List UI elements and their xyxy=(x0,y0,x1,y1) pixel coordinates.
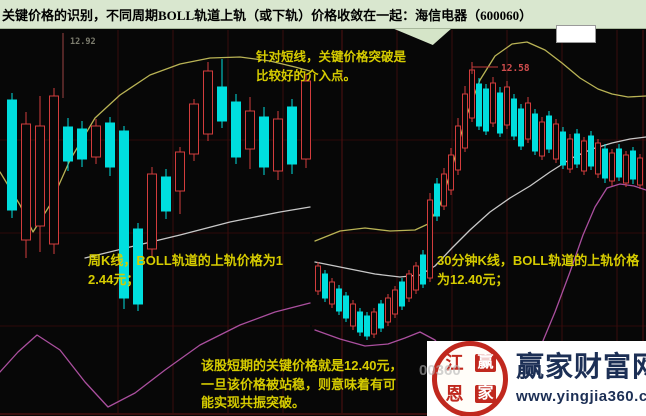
annotation-top: 针对短线，关键价格突破是比较好的介入点。 xyxy=(256,50,407,83)
site-logo-panel: 江 赢 恩 家 赢家财富网 www.yingjia360.com xyxy=(427,340,646,416)
red-seal-logo-icon: 江 赢 恩 家 xyxy=(432,340,508,416)
svg-text:12.92: 12.92 xyxy=(70,37,96,47)
seal-char: 赢 xyxy=(475,354,496,372)
seal-char: 江 xyxy=(445,353,464,373)
caption-bar: 关键价格的识别，不同周期BOLL轨道上轨（或下轨）价格收敛在一起：海信电器（60… xyxy=(0,0,646,29)
site-url: www.yingjia360.com xyxy=(516,388,646,406)
annotation-key-price: 该股短期的关键价格就是12.40元，一旦该价格被站稳，则意味着有可能实现共振突破… xyxy=(201,358,403,410)
annotation-30min-boll: 30分钟K线，BOLL轨道的上轨价格为12.40元； xyxy=(437,253,640,287)
seal-char: 家 xyxy=(475,385,496,403)
empty-tooltip-box xyxy=(556,25,596,43)
gray-watermark-fragment: 00360 xyxy=(419,362,461,379)
caption-text: 关键价格的识别，不同周期BOLL轨道上轨（或下轨）价格收敛在一起：海信电器（60… xyxy=(2,7,533,23)
annotation-weekly-boll: 周K线，BOLL轨道的上轨价格为12.44元； xyxy=(88,253,284,287)
svg-text:12.58: 12.58 xyxy=(501,63,530,74)
seal-char: 恩 xyxy=(445,384,464,404)
site-name: 赢家财富网 xyxy=(516,350,646,382)
logo-text-block: 赢家财富网 www.yingjia360.com xyxy=(516,350,646,406)
